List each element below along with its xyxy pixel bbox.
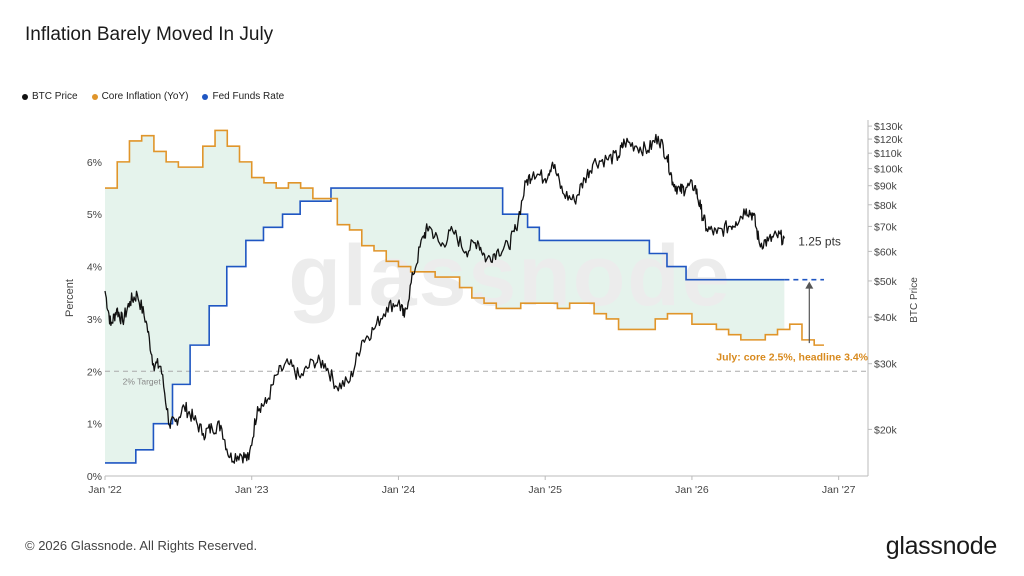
target-label: 2% Target — [123, 376, 162, 386]
copyright-footer: © 2026 Glassnode. All Rights Reserved. — [25, 538, 258, 553]
series-line-fed-funds — [105, 187, 785, 464]
legend-item-core-inflation[interactable]: Core Inflation (YoY) — [91, 91, 189, 102]
gap-fill-shape — [105, 130, 785, 463]
chart-title: Inflation Barely Moved In July — [25, 24, 274, 45]
left-tick-label: 3% — [87, 314, 102, 326]
left-tick-label: 1% — [87, 419, 102, 431]
series-line-btc-price — [104, 133, 786, 464]
series-line-core-inflation — [105, 129, 824, 346]
left-tick-label: 6% — [87, 157, 102, 169]
legend-dot-core-inflation — [91, 93, 98, 100]
right-tick-label: $20k — [874, 424, 898, 436]
left-tick-label: 0% — [87, 471, 102, 483]
series-group — [104, 129, 824, 464]
legend: BTC Price Core Inflation (YoY) Fed Funds… — [22, 91, 284, 102]
annotations: 1.25 pts July: core 2.5%, headline 3.4% — [716, 235, 868, 364]
x-tick-label: Jan '26 — [675, 484, 709, 496]
right-tick-label: $130k — [874, 121, 903, 133]
target-line-group: 2% Target — [105, 370, 868, 386]
x-tick-label: Jan '24 — [382, 484, 416, 496]
gap-label: 1.25 pts — [798, 235, 841, 249]
right-tick-label: $50k — [874, 276, 898, 288]
legend-label-fed-funds: Fed Funds Rate — [212, 91, 285, 102]
legend-label-btc: BTC Price — [32, 91, 78, 102]
right-tick-label: $80k — [874, 200, 898, 212]
right-tick-label: $70k — [874, 221, 898, 233]
legend-dot-fed-funds — [202, 93, 209, 100]
legend-item-fed-funds[interactable]: Fed Funds Rate — [202, 91, 284, 102]
left-tick-label: 2% — [87, 366, 102, 378]
july-annotation: July: core 2.5%, headline 3.4% — [716, 351, 868, 363]
right-tick-label: $110k — [874, 148, 903, 160]
left-tick-label: 5% — [87, 209, 102, 221]
left-tick-label: 4% — [87, 262, 102, 274]
x-tick-label: Jan '27 — [822, 484, 856, 496]
gap-fill-area — [105, 130, 785, 463]
x-tick-label: Jan '25 — [528, 484, 562, 496]
legend-item-btc[interactable]: BTC Price — [22, 91, 78, 102]
gap-arrow-head — [805, 281, 814, 289]
legend-dot-btc — [22, 93, 28, 100]
right-tick-label: $40k — [874, 312, 898, 324]
x-tick-label: Jan '22 — [88, 484, 122, 496]
left-axis-label: Percent — [64, 279, 76, 317]
right-tick-label: $60k — [874, 246, 898, 258]
right-tick-label: $100k — [874, 164, 903, 176]
brand-logo[interactable]: glassnode — [885, 532, 998, 560]
right-tick-label: $30k — [874, 359, 898, 371]
axes: 0% 1% 2% 3% 4% 5% 6% Percent $20k $30k $40k $50k $60… — [64, 120, 920, 496]
right-axis-label: BTC Price — [909, 277, 920, 323]
x-tick-label: Jan '23 — [235, 484, 269, 496]
right-tick-label: $90k — [874, 181, 898, 193]
right-tick-label: $120k — [874, 134, 903, 146]
legend-label-core-inflation: Core Inflation (YoY) — [101, 91, 189, 102]
